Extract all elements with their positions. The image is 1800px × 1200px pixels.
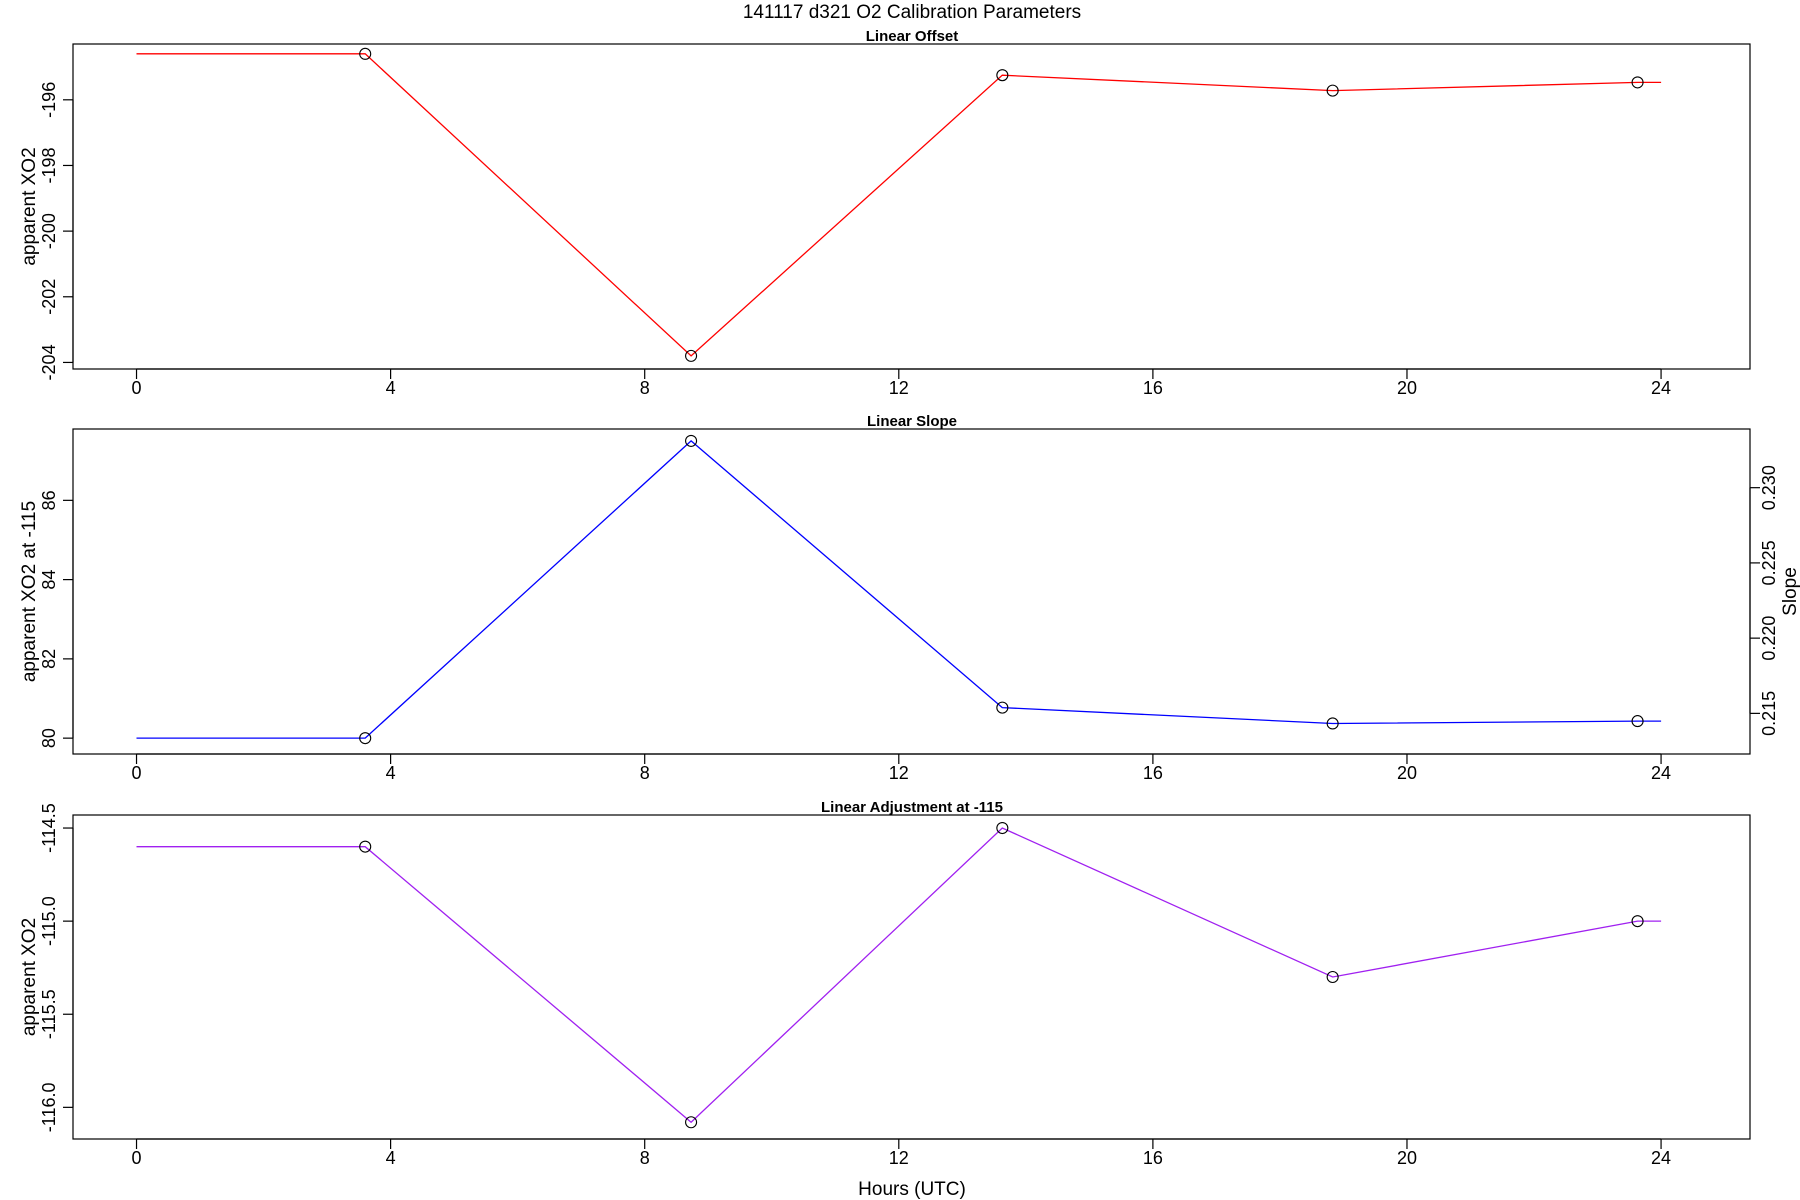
x-tick-label: 0 bbox=[132, 378, 142, 398]
y-tick-label: -204 bbox=[39, 344, 59, 380]
panel-title: Linear Adjustment at -115 bbox=[821, 799, 1003, 816]
y-tick-label: -196 bbox=[39, 82, 59, 118]
y-tick-label: -116.0 bbox=[39, 1082, 59, 1132]
x-tick-label: 12 bbox=[889, 763, 909, 783]
y-axis-label: apparent XO2 at -115 bbox=[19, 501, 40, 682]
data-point bbox=[685, 1116, 698, 1129]
x-tick-label: 4 bbox=[386, 378, 396, 398]
y-tick-label: 84 bbox=[39, 570, 59, 590]
x-tick-label: 24 bbox=[1651, 378, 1671, 398]
y-axis-label: apparent XO2 bbox=[19, 147, 40, 265]
x-tick-label: 8 bbox=[640, 763, 650, 783]
series-line bbox=[136, 440, 1662, 739]
data-point bbox=[996, 701, 1009, 714]
y2-tick-label: 0.220 bbox=[1759, 616, 1779, 661]
x-tick-label: 12 bbox=[889, 1148, 909, 1168]
x-tick-label: 4 bbox=[386, 1148, 396, 1168]
data-point bbox=[1326, 970, 1339, 984]
y2-tick-label: 0.215 bbox=[1759, 691, 1779, 736]
x-axis-label: Hours (UTC) bbox=[858, 1179, 966, 1200]
x-tick-label: 0 bbox=[132, 763, 142, 783]
data-point bbox=[996, 69, 1009, 82]
y-tick-label: -114.5 bbox=[39, 803, 59, 853]
chart-panels: Linear Offset 0 4 8 12 16 20 24 -204 -202 -200 -198… bbox=[19, 28, 1800, 1168]
y-tick-label: -115.0 bbox=[39, 896, 59, 946]
series-line bbox=[136, 53, 1662, 357]
data-point bbox=[359, 840, 372, 853]
y-tick-label: -202 bbox=[39, 279, 59, 315]
data-point bbox=[685, 349, 698, 362]
x-tick-label: 20 bbox=[1397, 1148, 1417, 1168]
panel-2: Linear Slope 0 4 8 12 16 20 24 80 82 84 86apparent … bbox=[19, 413, 1800, 783]
data-point bbox=[1631, 76, 1644, 89]
data-point bbox=[359, 732, 372, 745]
x-tick-label: 4 bbox=[386, 763, 396, 783]
panel-3: Linear Adjustment at -115 0 4 8 12 16 20 24 -116… bbox=[19, 799, 1751, 1168]
y-axis-label: apparent XO2 bbox=[19, 918, 40, 1036]
y-tick-label: -200 bbox=[39, 213, 59, 249]
x-tick-label: 20 bbox=[1397, 763, 1417, 783]
y-tick-label: -198 bbox=[39, 147, 59, 183]
panel-title: Linear Slope bbox=[867, 413, 957, 430]
x-tick-label: 24 bbox=[1651, 763, 1671, 783]
y-tick-label: 82 bbox=[39, 649, 59, 669]
series-line bbox=[136, 827, 1662, 1124]
y-tick-label: 80 bbox=[39, 728, 59, 748]
x-tick-label: 8 bbox=[640, 1148, 650, 1168]
figure-title: 141117 d321 O2 Calibration Parameters bbox=[743, 2, 1081, 23]
x-tick-label: 16 bbox=[1143, 1148, 1163, 1168]
data-point bbox=[1326, 84, 1339, 97]
y-tick-label: -115.5 bbox=[39, 989, 59, 1039]
x-tick-label: 16 bbox=[1143, 763, 1163, 783]
x-tick-label: 0 bbox=[132, 1148, 142, 1168]
data-point bbox=[1326, 717, 1339, 730]
data-point bbox=[359, 47, 372, 60]
y2-axis-label: Slope bbox=[1780, 567, 1800, 616]
x-tick-label: 20 bbox=[1397, 378, 1417, 398]
y2-tick-label: 0.225 bbox=[1759, 540, 1779, 585]
y2-tick-label: 0.230 bbox=[1759, 465, 1779, 510]
x-tick-label: 8 bbox=[640, 378, 650, 398]
x-tick-label: 24 bbox=[1651, 1148, 1671, 1168]
panel-1: Linear Offset 0 4 8 12 16 20 24 -204 -202 -200 -198… bbox=[19, 28, 1751, 398]
x-tick-label: 12 bbox=[889, 378, 909, 398]
data-point bbox=[1631, 915, 1644, 928]
y-tick-label: 86 bbox=[39, 490, 59, 510]
x-tick-label: 16 bbox=[1143, 378, 1163, 398]
data-point bbox=[685, 434, 698, 447]
data-point bbox=[1631, 715, 1644, 728]
panel-title: Linear Offset bbox=[866, 28, 959, 45]
data-point bbox=[996, 821, 1009, 835]
